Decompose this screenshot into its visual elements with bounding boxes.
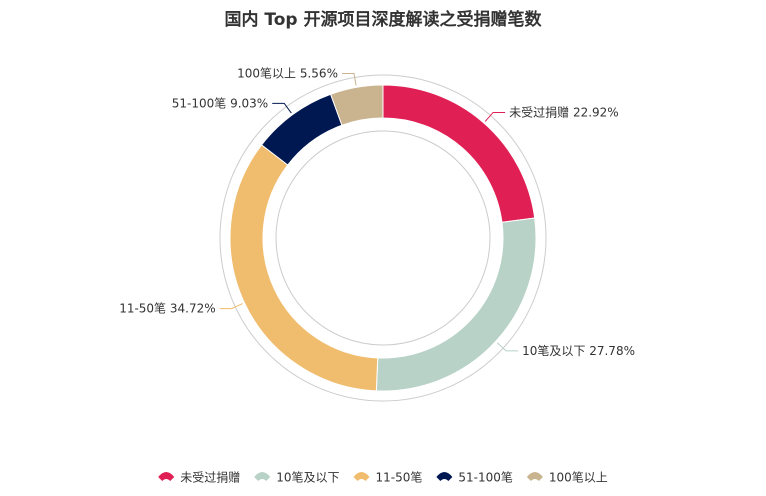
leader-line [341, 73, 357, 86]
slice-value: 9.03% [230, 96, 268, 110]
slice-name: 未受过捐赠 [509, 105, 569, 119]
legend-label: 100笔以上 [549, 470, 608, 485]
slice-value: 34.72% [170, 301, 216, 315]
leader-line [219, 303, 243, 310]
slice-label: 51-100笔 9.03% [172, 95, 268, 110]
legend-icon [526, 472, 543, 481]
slice-label: 未受过捐赠 22.92% [509, 105, 619, 119]
leader-line [484, 111, 506, 122]
legend-item: 51-100笔 [436, 470, 513, 485]
slice-name: 100笔以上 [237, 65, 296, 80]
leader-line [496, 342, 519, 352]
slice-value: 22.92% [573, 105, 619, 119]
legend-item: 未受过捐赠 [158, 471, 240, 485]
chart-title: 国内 Top 开源项目深度解读之受捐赠笔数 [224, 9, 542, 30]
slice-name: 51-100笔 [172, 95, 227, 110]
inner-ring [275, 130, 491, 346]
legend-label: 未受过捐赠 [180, 471, 240, 485]
legend-icon [353, 472, 370, 481]
legend-icon [254, 472, 271, 481]
outer-ring [219, 74, 547, 402]
slice-name: 10笔及以下 [522, 342, 585, 357]
slice-name: 11-50笔 [119, 300, 166, 315]
legend-item: 11-50笔 [353, 470, 423, 485]
slice-label: 10笔及以下 27.78% [522, 342, 635, 357]
legend-icon [436, 472, 453, 481]
slice-value: 27.78% [589, 343, 635, 357]
legend-icon [158, 472, 175, 481]
legend-label: 10笔及以下 [276, 470, 339, 485]
legend-item: 10笔及以下 [254, 470, 340, 485]
slice-value: 5.56% [300, 66, 338, 80]
leader-line [272, 102, 292, 114]
donut-slice [375, 217, 537, 392]
legend-label: 11-50笔 [376, 470, 423, 485]
donut-slice [329, 84, 384, 126]
donut-slice [229, 144, 379, 392]
donut-slice [260, 93, 343, 166]
legend-item: 100笔以上 [526, 470, 608, 485]
legend-label: 51-100笔 [458, 470, 513, 485]
slice-label: 100笔以上 5.56% [237, 65, 338, 80]
slice-label: 11-50笔 34.72% [119, 300, 215, 315]
